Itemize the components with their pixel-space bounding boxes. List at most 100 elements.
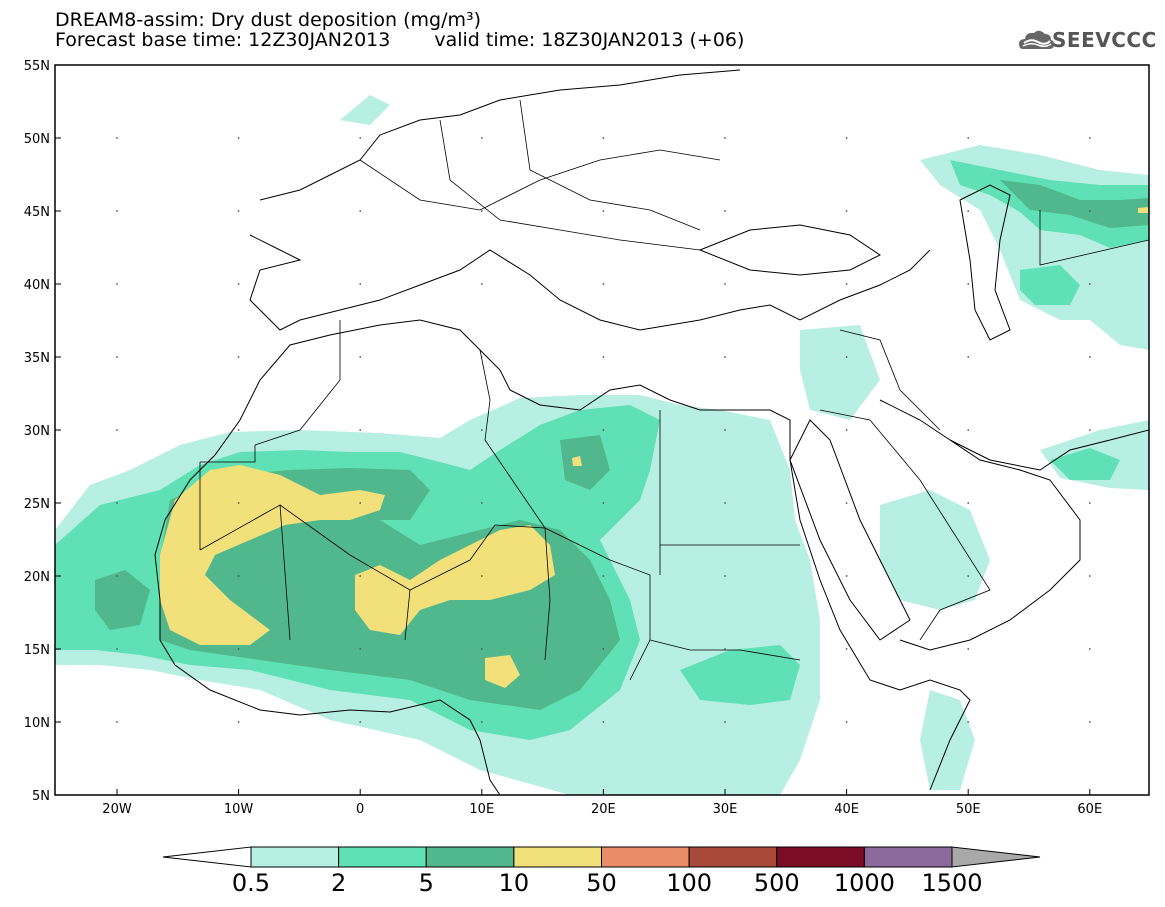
grid-dot [845,721,848,723]
border-europe-2 [439,119,701,251]
grid-dot [237,502,240,504]
base-time: Forecast base time: 12Z30JAN2013 [55,29,391,51]
contour-10-50-central [355,525,555,635]
colorbar-box [863,846,953,868]
contour-caspian-dark [1000,180,1149,228]
lat-label: 30N [24,424,50,439]
border-mali [279,504,411,641]
grid-dot [845,137,848,139]
colorbar-boxes [250,846,953,868]
colorbar-label: 50 [586,869,617,897]
grid-dot [845,356,848,358]
grid-dot [724,356,726,358]
grid-dot [845,210,848,212]
grid-dot [724,137,726,139]
colorbar-label: 2 [331,869,346,897]
border-niger [409,524,551,661]
colorbar-box [250,846,340,868]
grid-dot [480,210,483,212]
contour-10-50-west [160,465,385,645]
grid-dot [237,429,240,431]
grid-dot [116,721,118,723]
colorbar-box [601,846,690,868]
grid-dot [1088,502,1091,504]
border-saudi [819,409,991,641]
lat-label: 10N [24,716,50,731]
grid-dot [724,648,726,650]
gulf-coast [949,429,1149,471]
longitude-labels: 20W 10W 0 10E 20E 30E 40E 50E 60E [102,802,1102,817]
grid-dot [116,356,118,358]
colorbar-over-triangle [951,846,1041,868]
grid-dot [602,721,605,723]
grid-dot [967,648,970,650]
lon-label: 60E [1077,802,1102,817]
lat-label: 5N [32,789,50,804]
border-algeria [254,320,341,446]
grid-dot [237,721,240,723]
border-kazakh [1039,210,1149,266]
lon-label: 20W [102,802,132,817]
grid-dot [602,429,605,431]
lat-label: 35N [24,351,50,366]
grid-dot [602,575,605,577]
contour-chad-north [560,435,610,490]
colorbar-box [338,846,427,868]
grid-dot [480,721,483,723]
grid-dot [480,137,483,139]
grid-dot [967,429,970,431]
lat-label: 50N [24,132,50,147]
grid-dot [359,721,362,723]
border-europe-1 [359,149,721,211]
colorbar-box [688,846,778,868]
grid-dot [116,283,118,285]
graticule-dots [116,137,1091,723]
colorbar-box [513,846,602,868]
grid-dot [480,502,483,504]
grid-dot [237,356,240,358]
grid-dot [967,502,970,504]
lat-label: 45N [24,205,50,220]
grid-dot [116,502,118,504]
coastlines [154,69,1149,795]
grid-dot [602,283,605,285]
colorbar-under-triangle [162,846,252,868]
grid-dot [724,210,726,212]
grid-dot [1088,721,1091,723]
north-europe-coast [259,69,741,201]
lon-label: 50E [956,802,981,817]
grid-dot [480,575,483,577]
latitude-labels: 55N 50N 45N 40N 35N 30N 25N 20N 15N 10N 5N [24,59,50,804]
grid-dot [359,648,362,650]
grid-dot [116,575,118,577]
lat-label: 40N [24,278,50,293]
map-title: DREAM8-assim: Dry dust deposition (mg/m³… [55,9,482,31]
grid-dot [724,721,726,723]
grid-dot [1088,283,1091,285]
grid-dot [845,502,848,504]
grid-dot [359,283,362,285]
border-libya [479,349,661,575]
deposition-field [55,95,1149,795]
border-europe-3 [519,99,701,231]
grid-dot [359,210,362,212]
caspian-coast [959,184,1011,341]
contour-levant [800,325,880,420]
black-sea-coast [698,224,881,276]
lon-label: 0 [356,802,364,817]
cloud-logo-icon [1019,30,1055,49]
grid-dot [116,429,118,431]
colorbar-label: 500 [754,869,800,897]
grid-dot [359,356,362,358]
grid-dot [359,575,362,577]
grid-dot [845,283,848,285]
grid-dot [1088,137,1091,139]
grid-dot [724,429,726,431]
colorbar-label: 5 [419,869,434,897]
grid-dot [359,502,362,504]
grid-dot [237,648,240,650]
contour-horn [920,690,975,790]
lon-label: 10W [224,802,254,817]
grid-dot [237,210,240,212]
grid-dot [116,648,118,650]
